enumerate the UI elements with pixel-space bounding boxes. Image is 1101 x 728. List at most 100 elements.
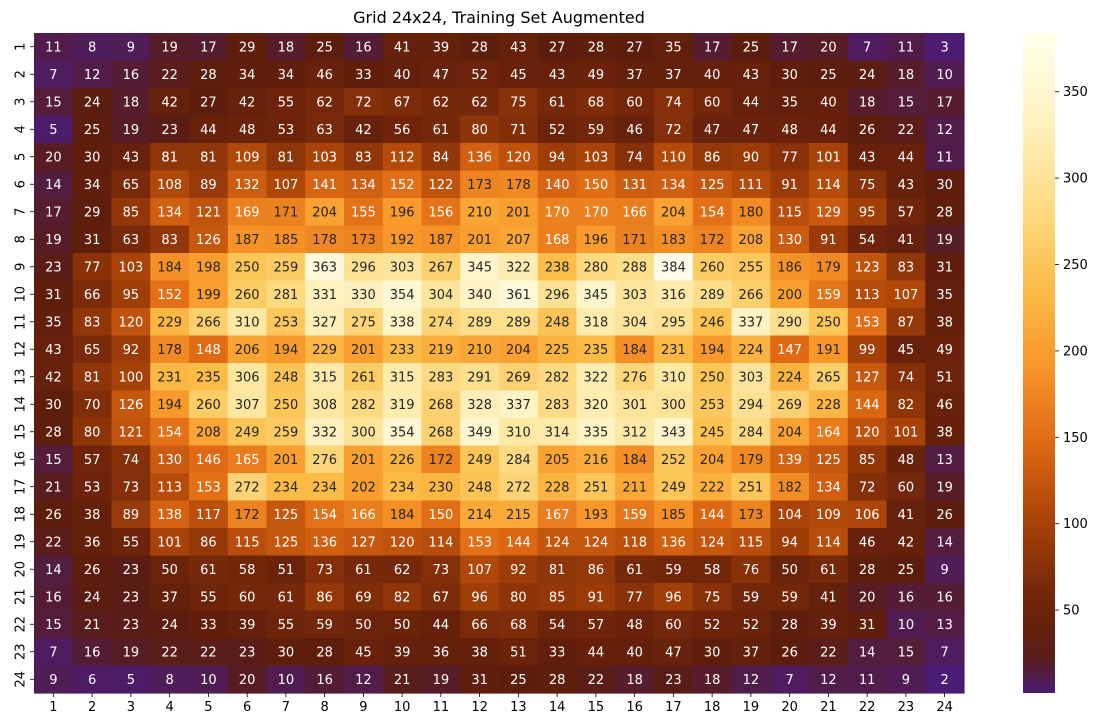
cell-value-label: 23 bbox=[123, 563, 140, 578]
heatmap-cell bbox=[72, 198, 113, 227]
cell-value-label: 276 bbox=[622, 370, 647, 385]
cell-value-label: 206 bbox=[235, 343, 260, 358]
heatmap-cell bbox=[731, 610, 771, 639]
cell-value-label: 55 bbox=[278, 618, 295, 633]
cell-value-label: 194 bbox=[273, 343, 298, 358]
cell-value-label: 28 bbox=[316, 645, 333, 660]
cell-value-label: 201 bbox=[273, 453, 298, 468]
cell-value-label: 114 bbox=[428, 535, 453, 550]
heatmap-cell bbox=[72, 638, 113, 667]
cell-value-label: 44 bbox=[743, 95, 760, 110]
cell-value-label: 43 bbox=[45, 343, 62, 358]
heatmap-cell bbox=[460, 33, 500, 62]
heatmap-cell bbox=[111, 33, 151, 62]
cell-value-label: 208 bbox=[738, 233, 763, 248]
heatmap-cell bbox=[266, 225, 306, 254]
cell-value-label: 95 bbox=[123, 288, 140, 303]
x-tick-label: 18 bbox=[704, 700, 721, 715]
cell-value-label: 57 bbox=[588, 618, 605, 633]
heatmap-cell bbox=[847, 418, 888, 447]
cell-value-label: 310 bbox=[235, 315, 260, 330]
cell-value-label: 15 bbox=[45, 618, 62, 633]
heatmap-cell bbox=[150, 665, 190, 694]
cell-value-label: 74 bbox=[123, 453, 140, 468]
cell-value-label: 289 bbox=[506, 315, 531, 330]
cell-value-label: 148 bbox=[196, 343, 221, 358]
cell-value-label: 22 bbox=[161, 645, 178, 660]
heatmap-cell bbox=[266, 528, 306, 557]
cell-value-label: 3 bbox=[940, 40, 948, 55]
cell-value-label: 43 bbox=[859, 150, 876, 165]
cell-value-label: 182 bbox=[777, 480, 802, 495]
cell-value-label: 120 bbox=[118, 315, 143, 330]
cell-value-label: 28 bbox=[549, 673, 566, 688]
heatmap-cell bbox=[809, 583, 849, 612]
cell-value-label: 354 bbox=[390, 288, 415, 303]
heatmap-cell bbox=[227, 170, 268, 199]
cell-value-label: 319 bbox=[390, 398, 415, 413]
heatmap-cell bbox=[499, 500, 539, 529]
cell-value-label: 92 bbox=[510, 563, 527, 578]
heatmap-cell bbox=[770, 60, 810, 89]
heatmap-cell bbox=[615, 198, 655, 227]
cell-value-label: 110 bbox=[661, 150, 686, 165]
cell-value-label: 54 bbox=[859, 233, 876, 248]
cell-value-label: 25 bbox=[84, 123, 101, 138]
cell-value-label: 130 bbox=[157, 453, 182, 468]
heatmap-cell bbox=[615, 638, 655, 667]
heatmap-cell bbox=[150, 638, 190, 667]
heatmap-cell bbox=[227, 280, 268, 309]
cell-value-label: 83 bbox=[898, 260, 915, 275]
heatmap-cell bbox=[692, 390, 733, 419]
cell-value-label: 89 bbox=[200, 178, 217, 193]
heatmap-cell bbox=[537, 170, 578, 199]
cell-value-label: 159 bbox=[622, 508, 647, 523]
cell-value-label: 67 bbox=[394, 95, 411, 110]
cell-value-label: 27 bbox=[549, 40, 566, 55]
heatmap-cell bbox=[615, 418, 655, 447]
heatmap-cell bbox=[770, 143, 810, 172]
cell-value-label: 338 bbox=[390, 315, 415, 330]
heatmap-cell bbox=[886, 280, 926, 309]
heatmap-cell bbox=[886, 555, 926, 584]
heatmap-cell bbox=[227, 308, 268, 337]
cell-value-label: 86 bbox=[588, 563, 605, 578]
cell-value-label: 194 bbox=[700, 343, 725, 358]
heatmap-cell bbox=[809, 198, 849, 227]
cell-value-label: 101 bbox=[893, 425, 918, 440]
heatmap-cell bbox=[305, 390, 345, 419]
cell-value-label: 74 bbox=[665, 95, 682, 110]
heatmap-cell bbox=[576, 33, 616, 62]
heatmap-cell bbox=[925, 638, 965, 667]
heatmap-cell bbox=[615, 115, 655, 144]
heatmap-cell bbox=[886, 253, 926, 282]
cell-value-label: 291 bbox=[467, 370, 492, 385]
heatmap-cell bbox=[886, 170, 926, 199]
cell-value-label: 178 bbox=[157, 343, 182, 358]
cell-value-label: 11 bbox=[936, 150, 953, 165]
heatmap-cell bbox=[189, 170, 229, 199]
heatmap-cell bbox=[576, 473, 616, 502]
heatmap-cell bbox=[925, 500, 965, 529]
cell-value-label: 303 bbox=[390, 260, 415, 275]
cell-value-label: 282 bbox=[351, 398, 376, 413]
cell-value-label: 47 bbox=[433, 68, 450, 83]
heatmap-cell bbox=[344, 33, 384, 62]
heatmap-cell bbox=[576, 665, 616, 694]
x-tick-label: 9 bbox=[359, 700, 367, 715]
heatmap-cell bbox=[654, 445, 694, 474]
cell-value-label: 41 bbox=[820, 590, 837, 605]
cell-value-label: 327 bbox=[312, 315, 337, 330]
cell-value-label: 52 bbox=[549, 123, 566, 138]
heatmap-cell bbox=[499, 335, 539, 364]
cell-value-label: 337 bbox=[506, 398, 531, 413]
cell-value-label: 57 bbox=[84, 453, 101, 468]
cell-value-label: 114 bbox=[816, 178, 841, 193]
cell-value-label: 17 bbox=[45, 205, 62, 220]
heatmap-cell bbox=[925, 555, 965, 584]
heatmap-cell bbox=[654, 583, 694, 612]
cell-value-label: 107 bbox=[467, 563, 492, 578]
heatmap-cell bbox=[925, 115, 965, 144]
cell-value-label: 39 bbox=[239, 618, 256, 633]
cell-value-label: 107 bbox=[273, 178, 298, 193]
